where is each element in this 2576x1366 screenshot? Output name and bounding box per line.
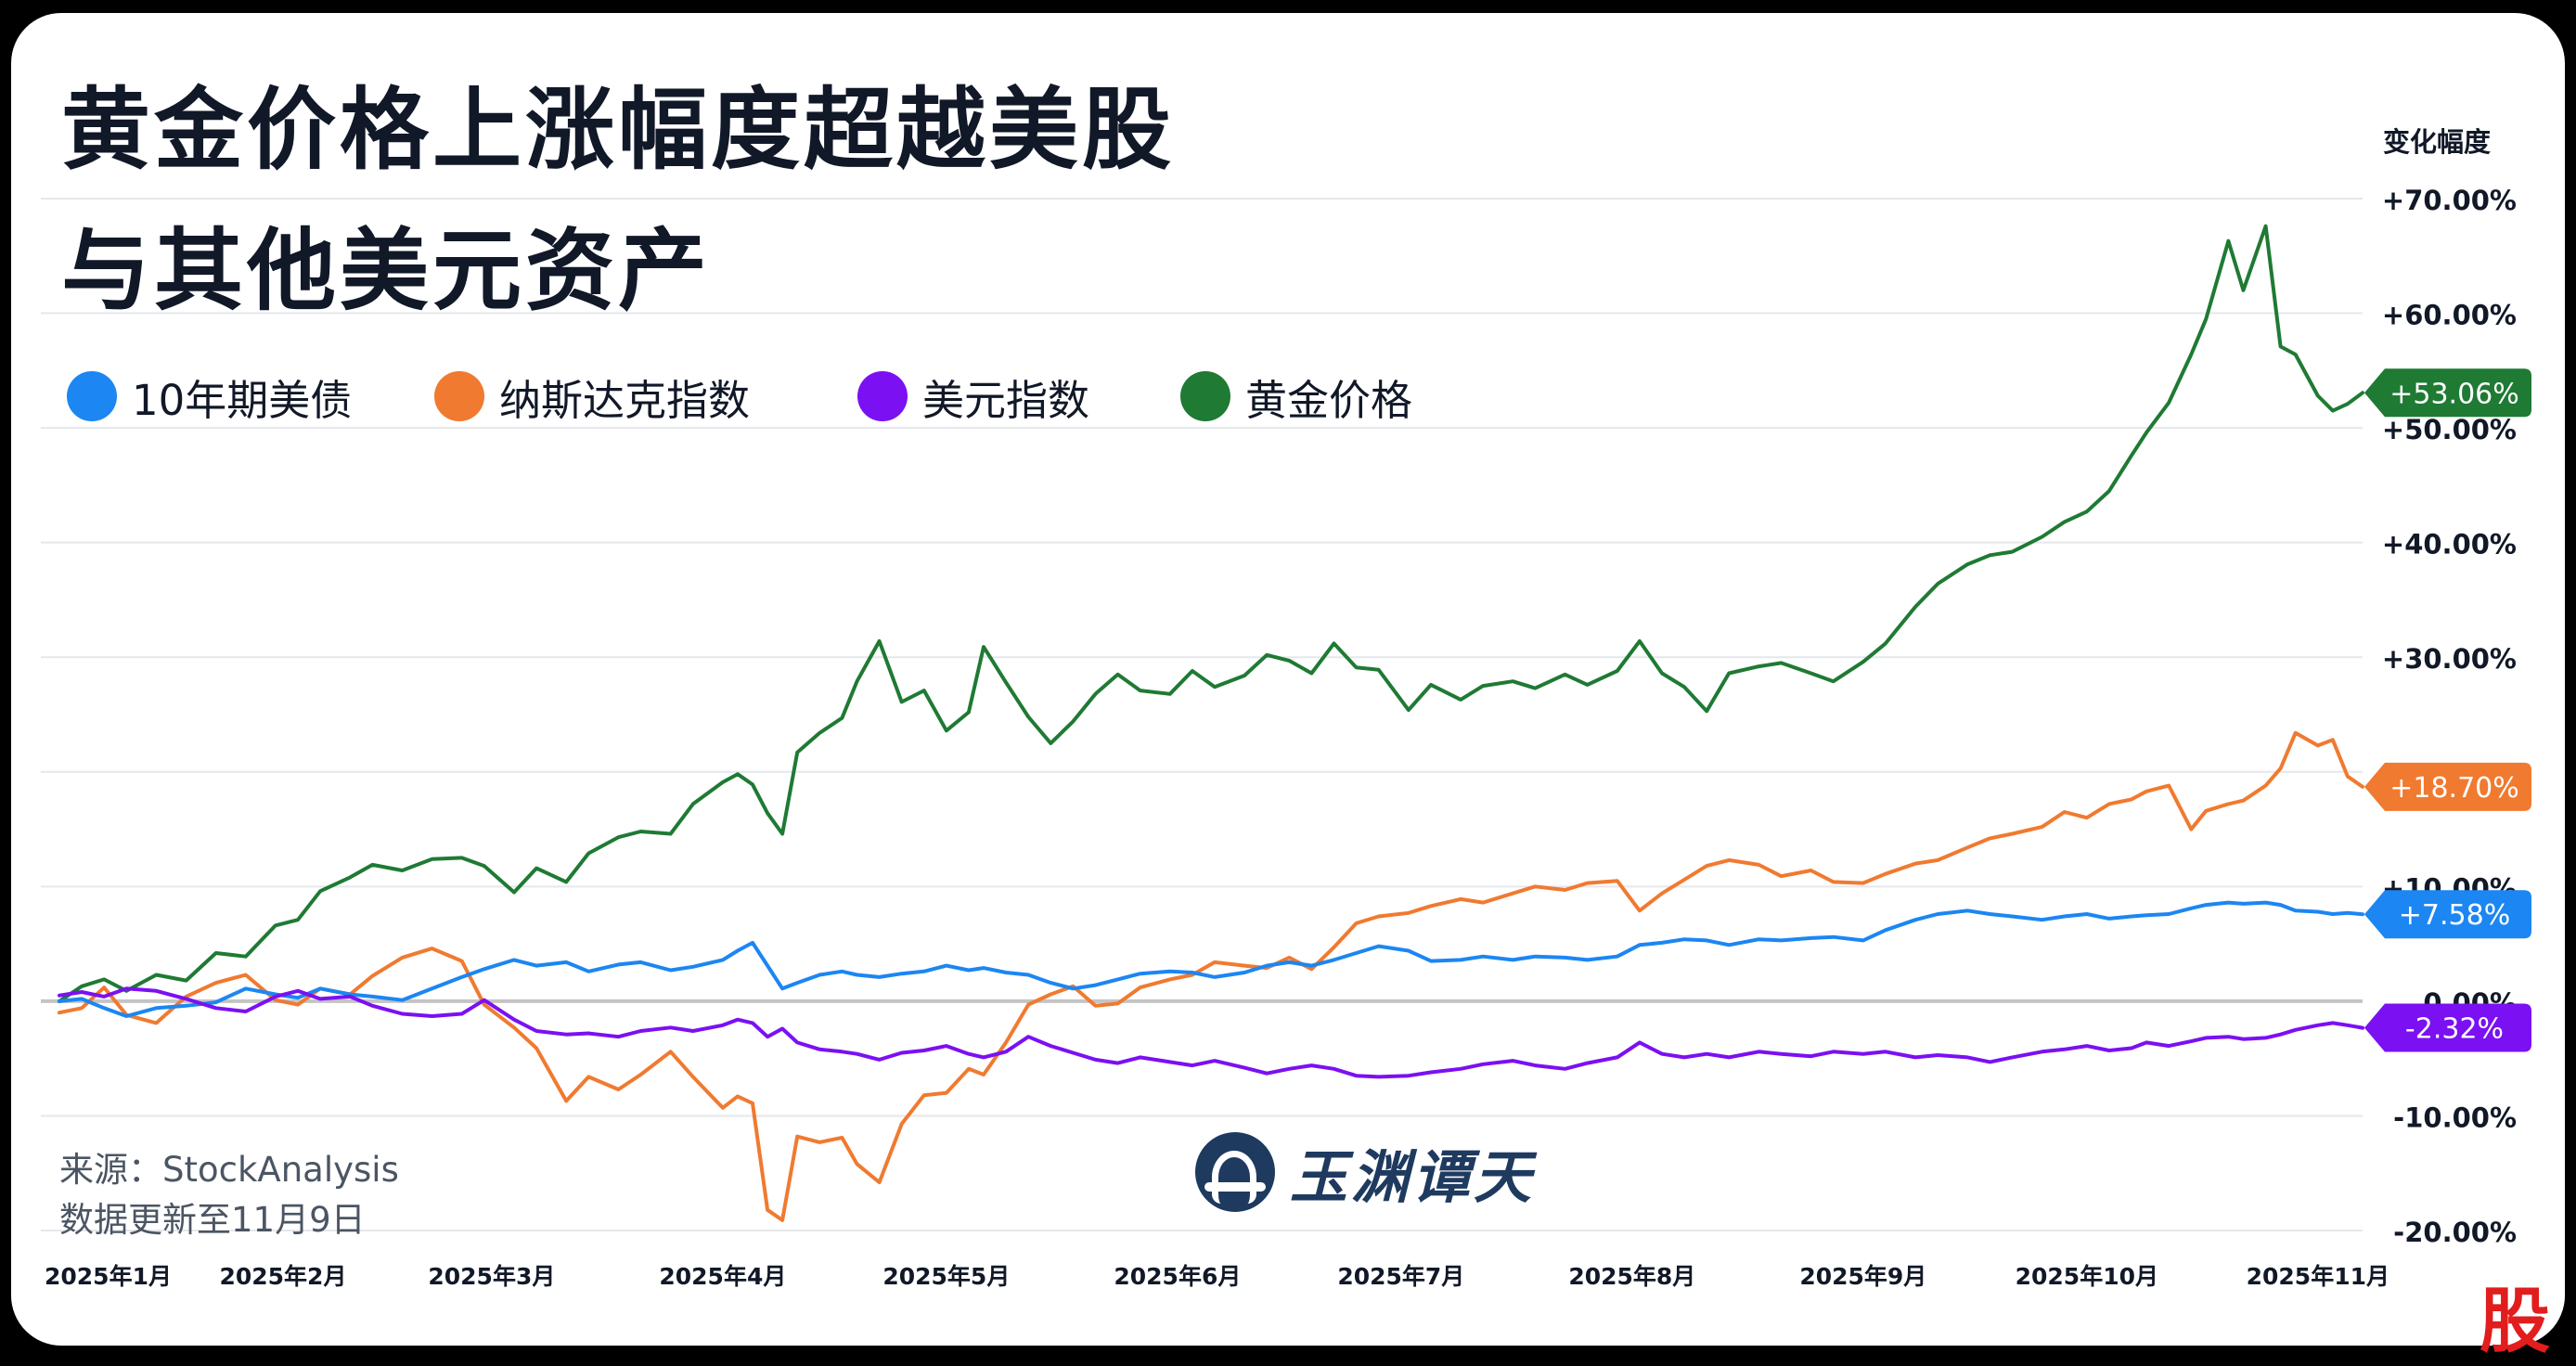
x-tick-label: 2025年2月 [219,1263,346,1290]
chart-title-line-2: 与其他美元资产 [61,219,711,323]
end-value-tag-nasdaq [2364,762,2531,811]
x-tick-label: 2025年8月 [1568,1263,1695,1290]
legend-item-gold[interactable]: 黄金价格 [1180,364,1412,429]
series-line-gold [58,224,2364,1003]
x-tick-label: 2025年4月 [659,1263,786,1290]
x-tick-label: 2025年7月 [1337,1263,1464,1290]
end-value-label-usd-index: -2.32% [2405,1013,2504,1046]
watermark-logo-icon [1195,1132,1275,1212]
x-tick-label: 2025年9月 [1799,1263,1926,1290]
line-chart: +70.00%+60.00%+50.00%+40.00%+30.00%+20.0… [41,185,2531,1290]
update-note: 数据更新至11月9日 [59,1200,366,1240]
x-tick-label: 2025年10月 [2016,1263,2158,1290]
end-value-tag-treasury [2364,890,2531,939]
y-tick-label: +60.00% [2382,300,2517,331]
legend-item-nasdaq[interactable]: 纳斯达克指数 [434,364,750,429]
y-tick-label: -20.00% [2393,1217,2517,1248]
series-line-nasdaq [58,730,2364,1222]
legend-label-gold: 黄金价格 [1245,375,1413,425]
legend-item-treasury[interactable]: 10年期美债 [67,364,352,429]
legend-label-usd-index: 美元指数 [922,375,1090,425]
y-tick-label: +70.00% [2382,185,2517,216]
x-tick-label: 2025年1月 [45,1263,172,1290]
y-tick-label: +30.00% [2382,643,2517,675]
end-value-label-treasury: +7.58% [2399,899,2510,932]
source-note: 来源：StockAnalysis [59,1150,399,1190]
legend-dot-treasury [67,371,117,421]
series-line-treasury [58,900,2364,1018]
corner-mark: 股 [2479,1280,2550,1362]
y-tick-label: -10.00% [2393,1102,2517,1133]
end-value-tag-gold [2364,368,2531,418]
legend-dot-nasdaq [434,371,484,421]
legend-dot-gold [1180,371,1230,421]
legend-dot-usd-index [857,371,908,421]
legend-item-usd-index[interactable]: 美元指数 [857,364,1089,429]
watermark-text: 玉渊谭天 [1290,1143,1536,1211]
chart-title-line-1: 黄金价格上涨幅度超越美股 [61,78,1175,182]
y-tick-label: +40.00% [2382,529,2517,561]
y-axis-title: 变化幅度 [2383,126,2492,158]
series-line-usd-index [58,986,2364,1079]
watermark: 玉渊谭天 [1195,1130,1535,1214]
end-value-label-nasdaq: +18.70% [2389,772,2519,805]
x-tick-label: 2025年3月 [428,1263,555,1290]
x-tick-label: 2025年5月 [882,1263,1010,1290]
y-tick-label: +50.00% [2382,414,2517,445]
chart-card: 黄金价格上涨幅度超越美股 与其他美元资产 变化幅度 10年期美债 纳斯达克指数 … [11,13,2565,1346]
end-value-tag-usd-index [2364,1003,2531,1052]
end-value-label-gold: +53.06% [2389,378,2519,410]
x-tick-label: 2025年11月 [2247,1263,2389,1290]
legend-label-treasury: 10年期美债 [132,375,353,425]
x-tick-label: 2025年6月 [1114,1263,1241,1290]
legend-label-nasdaq: 纳斯达克指数 [499,375,751,425]
